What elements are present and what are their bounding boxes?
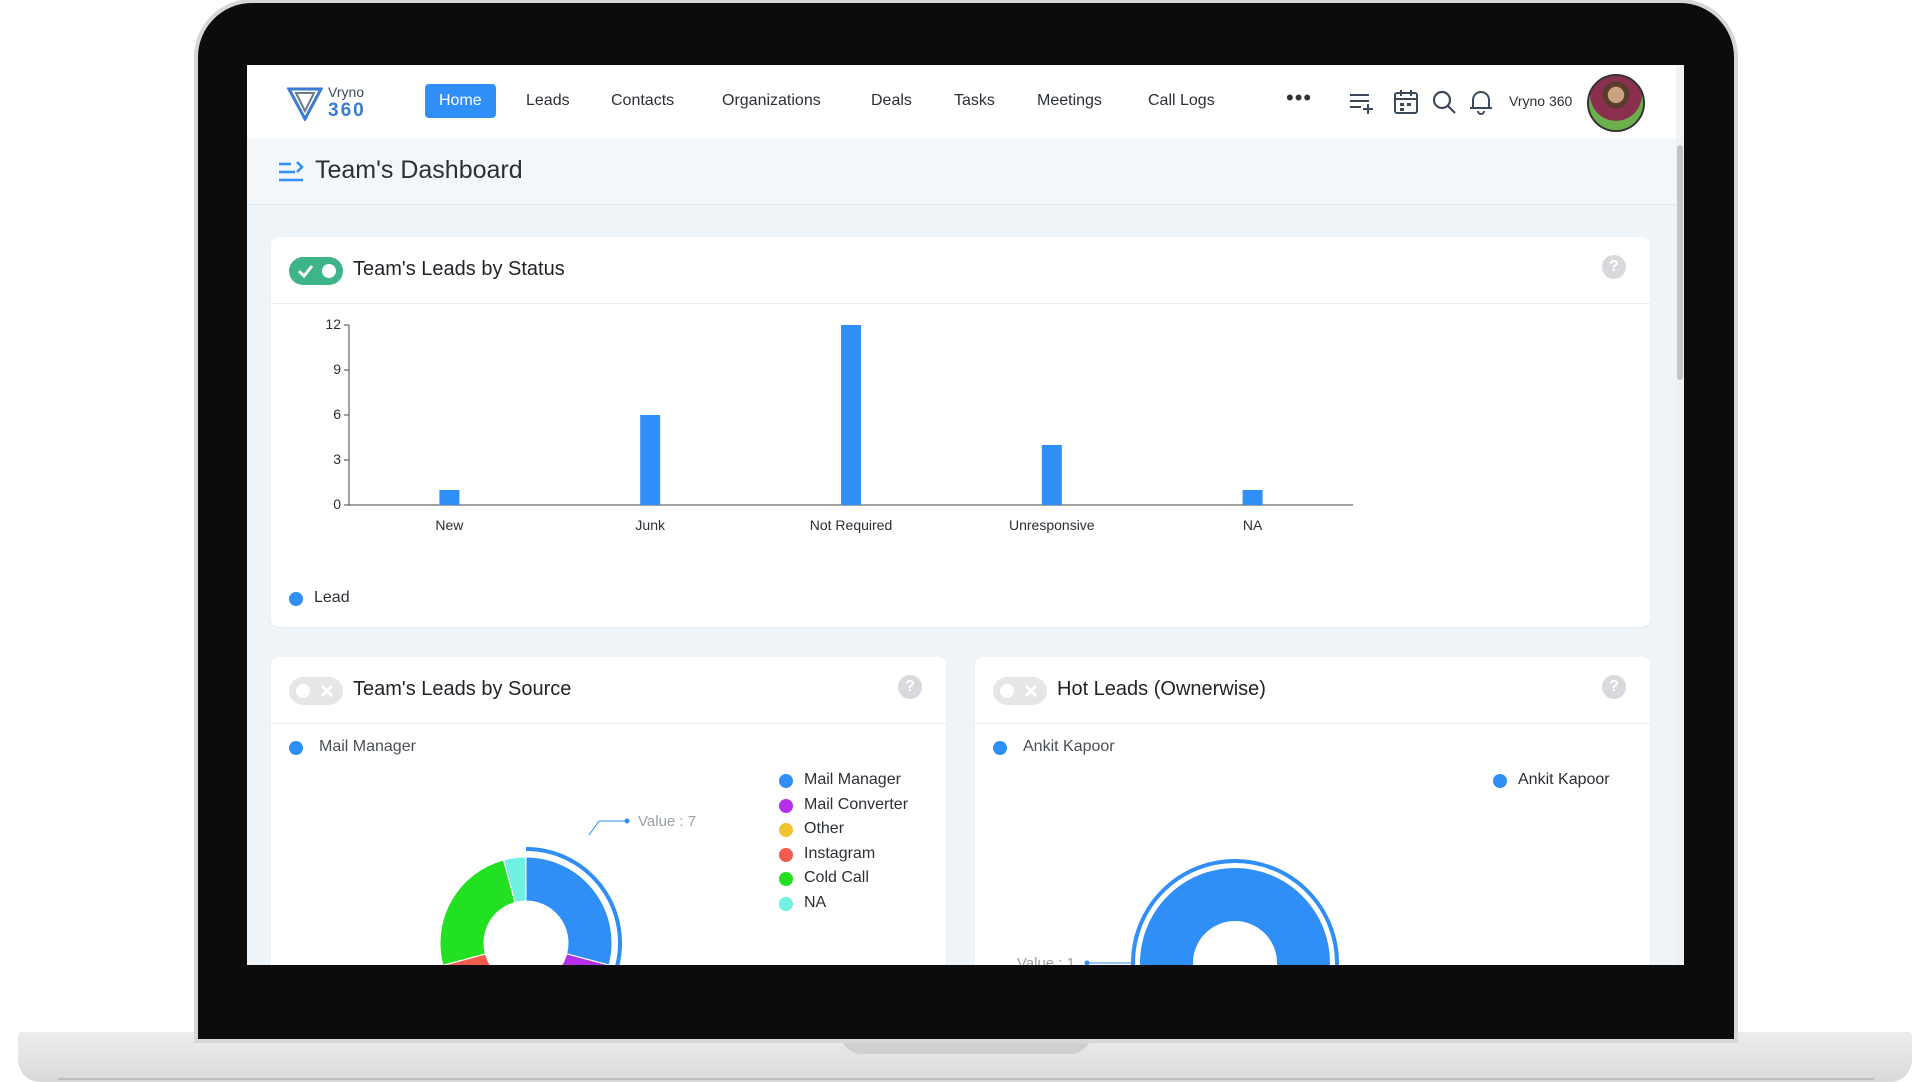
x-tick-label: Junk <box>635 517 666 533</box>
sidebar-toggle-icon[interactable] <box>278 161 304 183</box>
tooltip-leader-dot <box>624 818 630 824</box>
quick-add-icon[interactable] <box>1347 88 1375 116</box>
leads-by-source-widget: Team's Leads by Source ? Mail Manager Va… <box>271 657 946 965</box>
donut-slice-mail-manager <box>525 856 613 965</box>
leads-by-status-chart: 0 3 6 9 12 New Junk Not Required Unresponsive NA <box>325 316 1353 533</box>
donut-hover-ring <box>525 847 622 965</box>
legend-dot <box>779 774 793 788</box>
app-logo[interactable]: Vryno 360 <box>287 83 377 123</box>
legend-label: Cold Call <box>804 869 869 886</box>
toggle-off-icon <box>1000 684 1038 698</box>
y-tick-label: 0 <box>333 496 341 512</box>
user-name[interactable]: Vryno 360 <box>1509 93 1573 109</box>
donut-slice-cold-call <box>439 859 516 965</box>
legend-dot <box>289 741 303 755</box>
legend-label: NA <box>804 893 827 911</box>
legend-dot <box>1493 774 1507 788</box>
nav-meetings[interactable]: Meetings <box>1037 92 1102 109</box>
widget-title: Hot Leads (Ownerwise) <box>1057 678 1266 700</box>
donut-hover-ring <box>1131 859 1339 965</box>
legend-label: Mail Converter <box>804 795 909 813</box>
vryno-logo-icon <box>287 87 323 121</box>
laptop-base-shadow <box>58 1078 1874 1080</box>
y-tick-label: 12 <box>325 316 341 332</box>
widget-header: Hot Leads (Ownerwise) ? <box>975 657 1650 724</box>
top-navbar: Vryno 360 Home Leads Contacts Organizati… <box>247 65 1676 139</box>
x-tick-label: New <box>435 517 464 533</box>
page-header: Team's Dashboard <box>247 139 1676 205</box>
legend-label: Instagram <box>804 844 876 862</box>
toggle-off-icon <box>296 684 334 698</box>
bar-junk <box>640 415 661 505</box>
leads-by-status-widget: Team's Leads by Status ? 0 3 6 9 12 New Junk No… <box>271 237 1650 627</box>
donut-slice-instagram <box>443 953 491 965</box>
nav-home[interactable]: Home <box>425 84 496 118</box>
donut-slice-ankit-kapoor <box>1140 868 1330 965</box>
selected-series-text: Ankit Kapoor <box>1023 738 1115 755</box>
widget-toggle[interactable] <box>289 257 343 285</box>
legend-label: Ankit Kapoor <box>1518 771 1610 788</box>
tooltip-leader-dot <box>1084 960 1090 965</box>
legend-dot <box>993 741 1007 755</box>
legend-dot <box>779 823 793 837</box>
hot-leads-donut-chart: Value : 1 <box>1017 859 1339 965</box>
brand-number: 360 <box>328 100 366 121</box>
widget-title: Team's Leads by Status <box>353 258 565 280</box>
donut-slice-na <box>503 856 527 904</box>
help-icon[interactable]: ? <box>898 675 922 699</box>
widget-title: Team's Leads by Source <box>353 678 572 700</box>
bar-unresponsive <box>1041 445 1062 505</box>
x-tick-label: NA <box>1243 517 1263 533</box>
user-avatar[interactable] <box>1587 74 1645 132</box>
donut-slice-mail-converter <box>561 953 610 965</box>
calendar-icon[interactable] <box>1392 88 1420 116</box>
y-tick-label: 9 <box>333 361 341 377</box>
nav-deals[interactable]: Deals <box>871 92 912 109</box>
brand-name: Vryno <box>328 84 365 100</box>
legend-dot <box>779 896 793 911</box>
nav-more-button[interactable]: ••• <box>1286 85 1313 110</box>
y-tick-label: 3 <box>333 451 341 467</box>
leads-by-source-donut-chart: Value : 7 <box>439 813 696 965</box>
nav-organizations[interactable]: Organizations <box>722 92 821 109</box>
notifications-bell-icon[interactable] <box>1467 88 1495 116</box>
nav-contacts[interactable]: Contacts <box>611 92 675 109</box>
bar-not-required <box>841 325 861 505</box>
tooltip-value: Value : 7 <box>638 813 696 830</box>
legend-dot <box>289 592 303 606</box>
legend-dot <box>779 798 793 813</box>
legend-dot <box>779 847 793 862</box>
legend-label: Lead <box>314 589 350 606</box>
x-tick-label: Unresponsive <box>1009 517 1095 533</box>
bar-new <box>439 490 460 505</box>
app-screen: Vryno 360 Home Leads Contacts Organizati… <box>247 65 1684 965</box>
selected-series-text: Mail Manager <box>319 738 416 755</box>
search-icon[interactable] <box>1430 88 1458 116</box>
help-icon[interactable]: ? <box>1602 675 1626 699</box>
tooltip-value: Value : 1 <box>1017 955 1075 965</box>
y-tick-label: 6 <box>333 406 341 422</box>
help-icon[interactable]: ? <box>1602 255 1626 279</box>
nav-tasks[interactable]: Tasks <box>954 92 995 109</box>
bar-na <box>1242 490 1263 505</box>
widget-header: Team's Leads by Source ? <box>271 657 946 724</box>
legend-label: Other <box>804 820 845 837</box>
tooltip-leader-line <box>588 820 627 836</box>
toggle-check-icon <box>297 264 336 279</box>
page-scrollbar-thumb[interactable] <box>1677 145 1683 380</box>
widget-toggle[interactable] <box>993 677 1047 705</box>
hot-leads-widget: Hot Leads (Ownerwise) ? Ankit Kapoor Val… <box>975 657 1650 965</box>
nav-leads[interactable]: Leads <box>526 92 570 109</box>
widget-toggle[interactable] <box>289 677 343 705</box>
legend-dot <box>779 872 793 886</box>
x-tick-label: Not Required <box>810 517 893 533</box>
widget-header: Team's Leads by Status ? <box>271 237 1650 304</box>
nav-call-logs[interactable]: Call Logs <box>1148 92 1215 109</box>
page-title: Team's Dashboard <box>315 156 523 184</box>
page-scrollbar[interactable] <box>1676 139 1684 965</box>
legend-label: Mail Manager <box>804 771 901 788</box>
